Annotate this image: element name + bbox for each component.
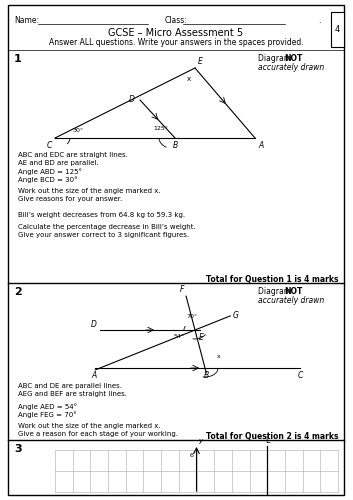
Text: accurately drawn: accurately drawn <box>258 63 324 72</box>
Text: 4: 4 <box>335 24 340 34</box>
Text: Work out the size of the angle marked x.: Work out the size of the angle marked x. <box>18 423 161 429</box>
Text: ABC and EDC are straight lines.: ABC and EDC are straight lines. <box>18 152 128 158</box>
Text: Answer ALL questions. Write your answers in the spaces provided.: Answer ALL questions. Write your answers… <box>49 38 303 47</box>
Text: Total for Question 2 is 4 marks: Total for Question 2 is 4 marks <box>205 432 338 441</box>
Text: GCSE – Micro Assessment 5: GCSE – Micro Assessment 5 <box>108 28 244 38</box>
Text: Work out the size of the angle marked x.: Work out the size of the angle marked x. <box>18 188 161 194</box>
Text: 30°: 30° <box>73 128 84 133</box>
Text: 54°: 54° <box>174 334 185 339</box>
Bar <box>331 12 344 47</box>
Text: x: x <box>187 76 191 82</box>
Text: D: D <box>91 320 97 329</box>
Text: x: x <box>217 354 221 359</box>
Text: Angle FEG = 70°: Angle FEG = 70° <box>18 411 77 418</box>
Text: .: . <box>318 16 321 25</box>
Text: Name:: Name: <box>14 16 39 25</box>
Text: 125°: 125° <box>153 126 168 131</box>
Text: Total for Question 1 is 4 marks: Total for Question 1 is 4 marks <box>205 275 338 284</box>
Text: D: D <box>129 96 135 104</box>
Text: ABC and DE are parallel lines.: ABC and DE are parallel lines. <box>18 383 122 389</box>
Text: y: y <box>198 438 203 444</box>
Text: G: G <box>232 312 238 320</box>
Text: Give reasons for your answer.: Give reasons for your answer. <box>18 196 122 202</box>
Text: AE and BD are parallel.: AE and BD are parallel. <box>18 160 99 166</box>
Text: AEG and BEF are straight lines.: AEG and BEF are straight lines. <box>18 391 127 397</box>
Text: A: A <box>258 141 263 150</box>
Text: B: B <box>172 141 178 150</box>
Text: 2: 2 <box>14 287 22 297</box>
Text: Angle BCD = 30°: Angle BCD = 30° <box>18 176 78 182</box>
Text: NOT: NOT <box>284 287 303 296</box>
Text: E: E <box>199 333 204 342</box>
Text: Diagram: Diagram <box>258 54 293 63</box>
Text: 70°: 70° <box>186 314 197 319</box>
Text: L: L <box>265 436 269 445</box>
Text: 3: 3 <box>14 444 22 454</box>
Text: Diagram: Diagram <box>258 287 293 296</box>
Text: accurately drawn: accurately drawn <box>258 296 324 305</box>
Text: Angle AED = 54°: Angle AED = 54° <box>18 403 77 409</box>
Text: 6: 6 <box>190 453 193 458</box>
Text: C: C <box>298 371 303 380</box>
Text: E: E <box>198 57 203 66</box>
Text: A: A <box>92 371 97 380</box>
Text: C: C <box>47 141 52 150</box>
Text: Class:: Class: <box>165 16 188 25</box>
Text: Give your answer correct to 3 significant figures.: Give your answer correct to 3 significan… <box>18 232 189 238</box>
Text: B: B <box>203 371 209 380</box>
Text: Angle ABD = 125°: Angle ABD = 125° <box>18 168 82 174</box>
Text: 1: 1 <box>14 54 22 64</box>
Text: Give a reason for each stage of your working.: Give a reason for each stage of your wor… <box>18 431 178 437</box>
Text: F: F <box>180 285 184 294</box>
Text: NOT: NOT <box>284 54 303 63</box>
Text: Bill’s weight decreases from 64.8 kg to 59.3 kg.: Bill’s weight decreases from 64.8 kg to … <box>18 212 185 218</box>
Text: Calculate the percentage decrease in Bill’s weight.: Calculate the percentage decrease in Bil… <box>18 224 196 230</box>
